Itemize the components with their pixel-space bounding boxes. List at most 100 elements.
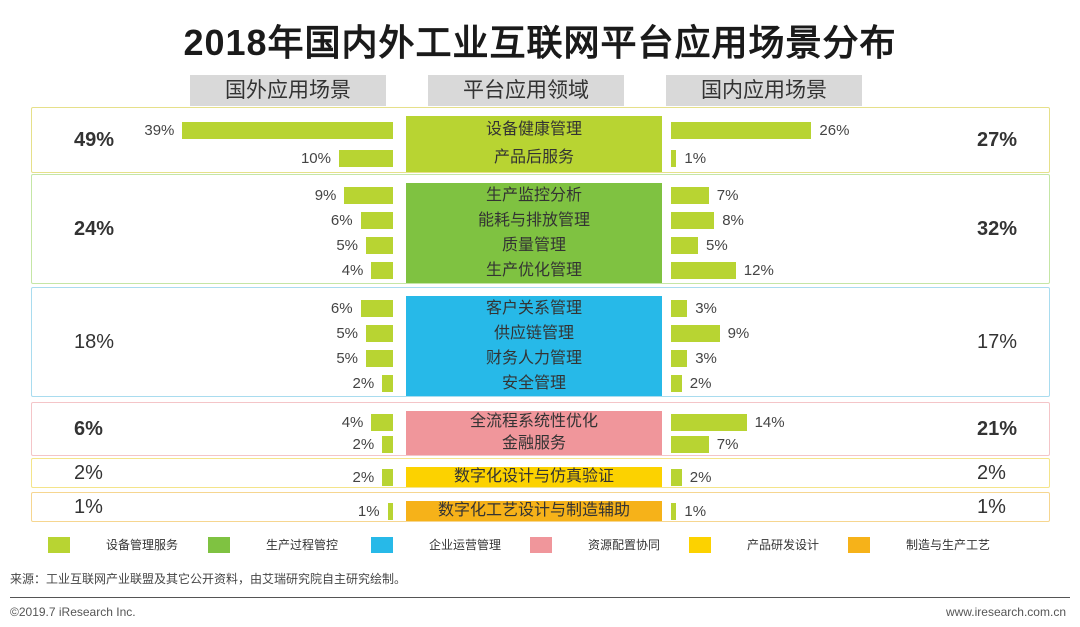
category-label: 质量管理 bbox=[501, 236, 566, 254]
foreign-bar bbox=[387, 502, 393, 520]
legend-swatch bbox=[48, 537, 70, 553]
category-label: 数字化工艺设计与制造辅助 bbox=[437, 502, 630, 519]
domestic-value-label: 7% bbox=[716, 187, 739, 204]
domestic-bar bbox=[671, 212, 715, 229]
category-box: 客户关系管理 供应链管理财务人力管理 安全管理 bbox=[406, 296, 662, 396]
legend-swatch bbox=[371, 537, 393, 553]
domestic-bar bbox=[671, 149, 677, 167]
domestic-value-label: 12% bbox=[743, 262, 774, 279]
domestic-bar bbox=[671, 350, 688, 367]
domestic-bar bbox=[671, 237, 698, 254]
header-domestic: 国内应用场景 bbox=[666, 75, 862, 106]
domestic-value-label: 8% bbox=[722, 212, 744, 229]
category-box: 设备健康管理 产品后服务 bbox=[406, 116, 662, 172]
foreign-bar bbox=[339, 149, 393, 167]
category-label: 安全管理 bbox=[501, 374, 566, 392]
domestic-bar bbox=[671, 413, 747, 431]
copyright: ©2019.7 iResearch Inc. bbox=[10, 605, 136, 619]
category-label: 设备健康管理 bbox=[485, 121, 582, 138]
header-foreign: 国外应用场景 bbox=[190, 75, 386, 106]
category-label: 全流程系统性优化 bbox=[469, 413, 598, 430]
legend-label: 企业运营管理 bbox=[429, 538, 502, 552]
domestic-value-label: 2% bbox=[689, 468, 712, 486]
category-label: 供应链管理 bbox=[493, 324, 574, 342]
foreign-value-label: 1% bbox=[357, 502, 380, 520]
domestic-bar bbox=[671, 468, 682, 486]
foreign-value-label: 5% bbox=[336, 350, 358, 367]
category-label: 产品后服务 bbox=[493, 149, 574, 166]
domestic-bar bbox=[671, 502, 677, 520]
foreign-value-label: 2% bbox=[352, 435, 375, 453]
domestic-value-label: 1% bbox=[684, 502, 707, 520]
foreign-value-label: 4% bbox=[341, 262, 364, 279]
foreign-bar bbox=[382, 435, 393, 453]
foreign-value-label: 6% bbox=[330, 212, 353, 229]
legend-label: 生产过程管控 bbox=[266, 538, 339, 552]
domestic-total: 1% bbox=[977, 496, 1006, 518]
foreign-bar bbox=[382, 468, 393, 486]
domestic-bar bbox=[671, 375, 682, 392]
domestic-bar bbox=[671, 187, 709, 204]
legend-swatch bbox=[530, 537, 552, 553]
category-box: 生产监控分析 能耗与排放管理 质量管理 生产优化管理 bbox=[406, 183, 662, 283]
category-box: 数字化设计与仿真验证 bbox=[406, 467, 662, 487]
domestic-value-label: 2% bbox=[689, 375, 712, 392]
domestic-bar bbox=[671, 325, 720, 342]
footer-divider bbox=[10, 597, 1070, 598]
source-note: 来源：工业互联网产业联盟及其它公开资料，由艾瑞研究院自主研究绘制。 bbox=[10, 572, 407, 586]
foreign-value-label: 39% bbox=[144, 121, 175, 139]
domestic-value-label: 7% bbox=[716, 435, 739, 453]
group-box bbox=[31, 107, 1050, 173]
foreign-bar bbox=[366, 325, 393, 342]
foreign-bar bbox=[371, 413, 393, 431]
domestic-total: 32% bbox=[977, 218, 1018, 240]
domestic-total: 2% bbox=[977, 462, 1006, 484]
foreign-total: 18% bbox=[74, 331, 115, 353]
category-box: 数字化工艺设计与制造辅助 bbox=[406, 501, 662, 521]
domestic-bar bbox=[671, 435, 709, 453]
foreign-total: 49% bbox=[74, 129, 115, 151]
foreign-bar bbox=[371, 262, 393, 279]
legend-swatch bbox=[689, 537, 711, 553]
foreign-value-label: 2% bbox=[352, 375, 375, 392]
foreign-bar bbox=[344, 187, 393, 204]
foreign-bar bbox=[360, 300, 393, 317]
category-label: 能耗与排放管理 bbox=[477, 211, 590, 229]
domestic-value-label: 1% bbox=[684, 149, 707, 167]
foreign-total: 1% bbox=[74, 496, 103, 518]
group-box bbox=[31, 402, 1050, 456]
domestic-value-label: 5% bbox=[706, 237, 728, 254]
category-label: 金融服务 bbox=[501, 435, 566, 452]
foreign-total: 6% bbox=[74, 418, 103, 440]
legend-swatch bbox=[208, 537, 230, 553]
domestic-total: 21% bbox=[977, 418, 1018, 440]
foreign-total: 24% bbox=[74, 218, 115, 240]
foreign-value-label: 10% bbox=[300, 149, 331, 167]
legend-label: 资源配置协同 bbox=[588, 538, 661, 552]
group-box bbox=[31, 174, 1050, 284]
foreign-total: 2% bbox=[74, 462, 103, 484]
category-label: 生产优化管理 bbox=[485, 261, 582, 279]
foreign-value-label: 4% bbox=[341, 413, 364, 431]
group-box bbox=[31, 492, 1050, 522]
legend-label: 产品研发设计 bbox=[747, 538, 820, 552]
foreign-bar bbox=[366, 237, 393, 254]
domestic-total: 17% bbox=[977, 331, 1018, 353]
domestic-bar bbox=[671, 121, 812, 139]
category-label: 客户关系管理 bbox=[485, 299, 582, 317]
domestic-value-label: 9% bbox=[727, 325, 750, 342]
legend-label: 制造与生产工艺 bbox=[906, 538, 991, 552]
group-box bbox=[31, 458, 1050, 488]
chart-title: 2018年国内外工业互联网平台应用场景分布 bbox=[183, 22, 897, 63]
category-label: 财务人力管理 bbox=[485, 349, 582, 367]
domestic-value-label: 26% bbox=[819, 121, 850, 139]
domestic-bar bbox=[671, 300, 688, 317]
foreign-value-label: 5% bbox=[336, 325, 358, 342]
domestic-value-label: 14% bbox=[754, 413, 785, 431]
category-label: 数字化设计与仿真验证 bbox=[453, 468, 614, 485]
foreign-bar bbox=[360, 212, 393, 229]
domestic-value-label: 3% bbox=[695, 300, 717, 317]
legend-swatch bbox=[848, 537, 870, 553]
legend-label: 设备管理服务 bbox=[106, 538, 179, 552]
domestic-total: 27% bbox=[977, 129, 1018, 151]
